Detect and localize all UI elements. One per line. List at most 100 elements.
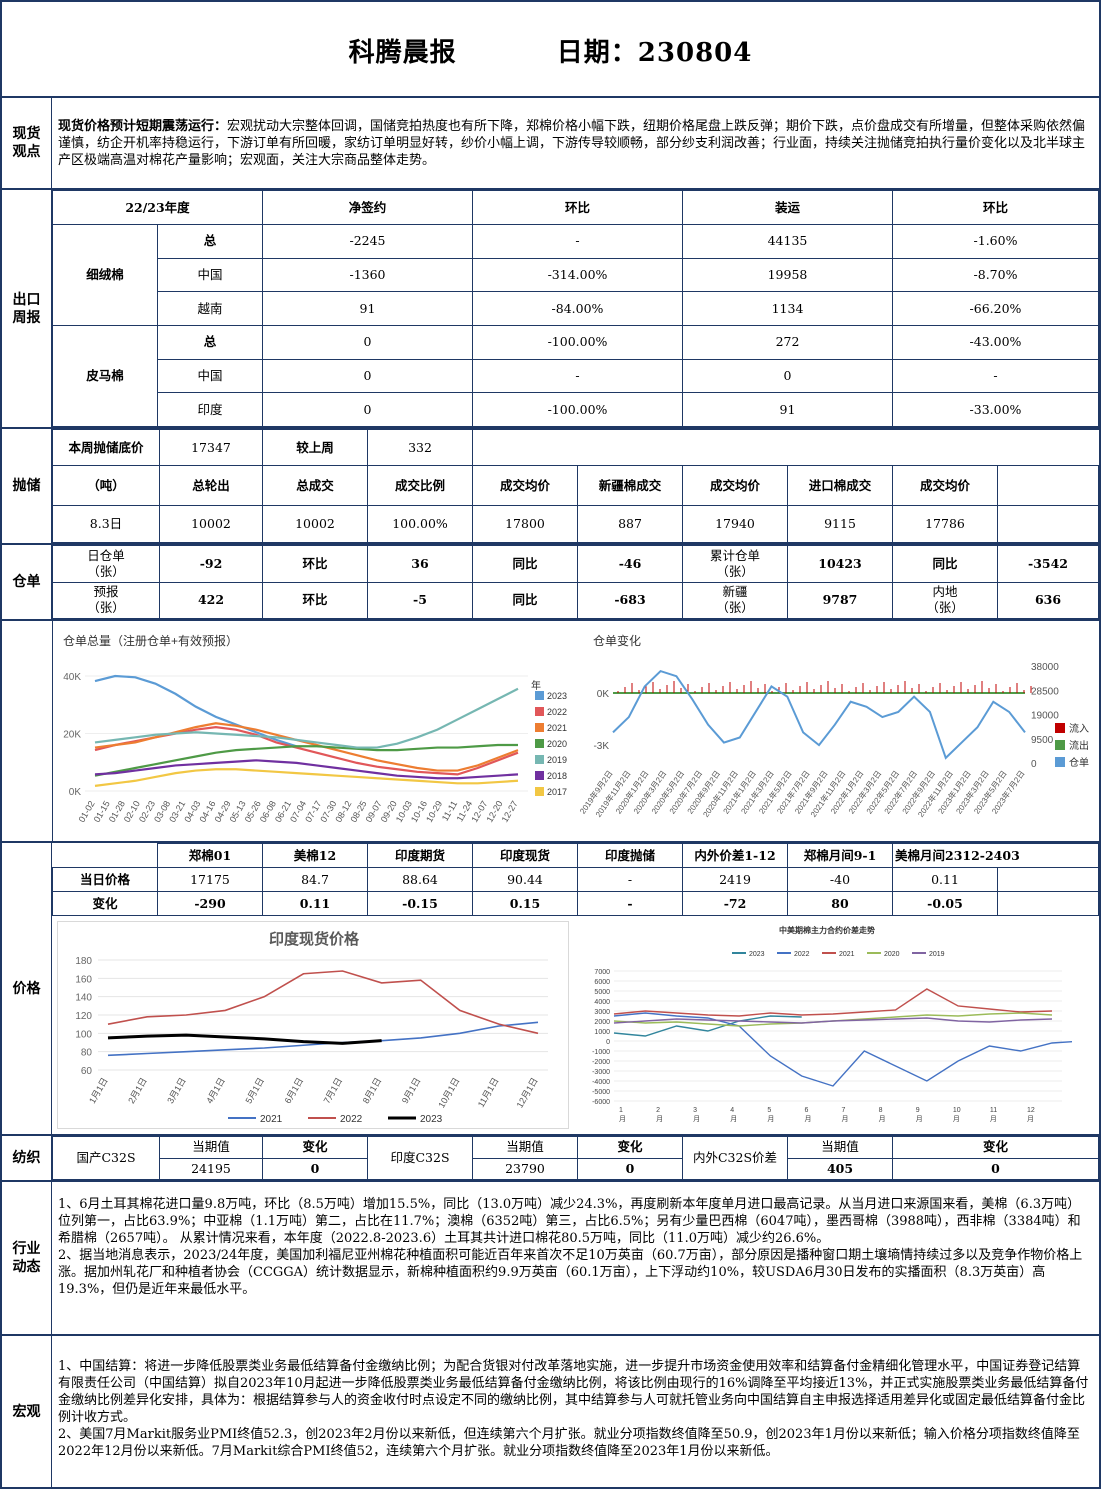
price-header: 郑棉01 — [157, 843, 263, 868]
industry-label: 行业 动态 — [2, 1182, 52, 1334]
reserve-cell: 9115 — [787, 505, 893, 543]
legend-label: 流出 — [1069, 739, 1089, 752]
y-tick-label: 7000 — [594, 969, 610, 976]
export-header-season: 22/23年度 — [52, 190, 263, 225]
reserve-header: 成交均价 — [472, 465, 578, 506]
x-tick-label: 3月1日 — [165, 1076, 188, 1105]
x-tick-label: 8月1日 — [361, 1076, 384, 1105]
series-line — [613, 988, 1053, 1017]
x-tick-label: 10-29 — [424, 799, 444, 824]
reserve-cell: 17940 — [682, 505, 788, 543]
price-header: 郑棉月间9-1 — [787, 843, 893, 868]
warehouse-cell: 636 — [997, 581, 1099, 619]
reserve-header: 成交比例 — [367, 465, 473, 506]
x-tick-label: 月 — [953, 1115, 960, 1123]
price-cell: -0.05 — [892, 891, 998, 916]
yarn-cur-label: 当期值 — [472, 1136, 578, 1159]
x-tick-label: 1月1日 — [87, 1076, 110, 1105]
legend-swatch — [535, 787, 544, 796]
export-header-net: 净签约 — [262, 190, 473, 225]
table-row: 皮马棉 总 0 -100.00% 272 -43.00% — [52, 324, 1099, 428]
yarn-name: 内外C32S价差 — [682, 1136, 788, 1180]
y-tick-label: 0K — [69, 787, 82, 798]
export-cell: -1360 — [262, 257, 473, 293]
reserve-section: 抛储 本周抛储底价 17347 较上周 332 （吨） 总轮出 总成交 成交比例… — [2, 429, 1099, 545]
series-line — [613, 1012, 1072, 1087]
reserve-cell: 17800 — [472, 505, 578, 543]
price-cell: -0.15 — [367, 891, 473, 916]
reserve-blank — [472, 429, 1099, 466]
macro-section: 宏观 1、中国结算：将进一步降低股票类业务最低结算备付金缴纳比例；为配合货银对付… — [2, 1336, 1099, 1487]
price-row-label: 变化 — [52, 891, 158, 916]
x-tick-label: 4月1日 — [204, 1076, 227, 1105]
export-group-upland: 细绒棉 — [52, 224, 158, 326]
price-cell: - — [577, 867, 683, 892]
export-cell: -100.00% — [472, 392, 683, 427]
yarn-name: 印度C32S — [367, 1136, 473, 1180]
y-tick-label: -2000 — [592, 1059, 610, 1066]
warehouse-cell: 9787 — [787, 581, 893, 619]
legend-swatch — [1055, 740, 1065, 750]
legend-label: 2021 — [260, 1114, 283, 1125]
legend-label: 2023 — [749, 951, 765, 958]
price-row-label: 当日价格 — [52, 867, 158, 892]
export-cell: - — [472, 224, 683, 259]
legend-label: 2022 — [547, 707, 567, 717]
legend-label: 2018 — [547, 771, 567, 781]
reserve-header: 新疆棉成交 — [577, 465, 683, 506]
price-cell: 80 — [787, 891, 893, 916]
legend-label: 2021 — [547, 723, 567, 733]
y-tick-label: -5000 — [592, 1089, 610, 1096]
x-tick-label: 月 — [1027, 1115, 1034, 1123]
export-cell: -100.00% — [472, 324, 683, 360]
price-cell: -72 — [682, 891, 788, 916]
export-label: 出口 周报 — [2, 190, 52, 427]
price-section: 价格 郑棉01 美棉12 印度期货 印度现货 印度抛储 内外价差1-12 郑棉月… — [2, 843, 1099, 1136]
reserve-label: 抛储 — [2, 429, 52, 543]
x-tick-label: 月 — [990, 1115, 997, 1123]
price-blank — [997, 891, 1099, 916]
export-cell: - — [892, 358, 1099, 394]
spot-view-lead: 现货价格预计短期震荡运行： — [58, 119, 228, 134]
report-title: 科腾晨报 — [348, 38, 457, 68]
series-line — [107, 1021, 539, 1057]
series-line — [94, 674, 297, 748]
yarn-cur-label: 当期值 — [787, 1136, 893, 1159]
y-tick-label: 120 — [75, 1011, 92, 1022]
yarn-cur-label: 当期值 — [159, 1136, 263, 1159]
export-section: 出口 周报 22/23年度 净签约 环比 装运 环比 细绒棉 总 -2245-44… — [2, 190, 1099, 429]
x-tick-label: 2 — [656, 1107, 660, 1114]
table-row: 中国 -1360 -314.00% 19958 -8.70% — [53, 257, 1099, 293]
warehouse-cell: 36 — [367, 545, 473, 583]
reserve-cell: 17786 — [892, 505, 998, 543]
export-header-ship: 装运 — [682, 190, 893, 225]
table-row: 24195 0 23790 0 405 0 — [53, 1157, 1099, 1180]
x-tick-label: 8 — [879, 1107, 883, 1114]
series-line — [107, 970, 539, 1035]
export-cell: -66.20% — [892, 291, 1099, 326]
chart-title: 仓单总量（注册仓单+有效预报） — [63, 633, 238, 648]
y-tick-label: -1000 — [592, 1049, 610, 1056]
x-tick-label: 6 — [804, 1107, 808, 1114]
x-tick-label: 1 — [619, 1107, 623, 1114]
reserve-cell: 10002 — [262, 505, 368, 543]
x-tick-label: 月 — [619, 1115, 626, 1123]
price-table: 郑棉01 美棉12 印度期货 印度现货 印度抛储 内外价差1-12 郑棉月间9-… — [52, 843, 1099, 916]
yarn-chg: 0 — [892, 1157, 1099, 1180]
legend-label: 2022 — [794, 951, 810, 958]
x-tick-label: 3 — [693, 1107, 697, 1114]
export-cell: 中国 — [157, 257, 263, 293]
warehouse-cell: 预报 （张） — [52, 581, 160, 619]
macro-label: 宏观 — [2, 1336, 52, 1487]
x-tick-label: 11 — [990, 1107, 997, 1114]
export-cell: -2245 — [262, 224, 473, 259]
table-row: 变化 -290 0.11 -0.15 0.15 - -72 80 -0.05 — [52, 891, 1099, 916]
price-header: 印度现货 — [472, 843, 578, 868]
price-cell: 88.64 — [367, 867, 473, 892]
series-line — [94, 768, 519, 787]
export-cell: 中国 — [157, 358, 263, 394]
reserve-cell: 10002 — [159, 505, 263, 543]
price-cell: 0.11 — [892, 867, 998, 892]
price-cell: -40 — [787, 867, 893, 892]
